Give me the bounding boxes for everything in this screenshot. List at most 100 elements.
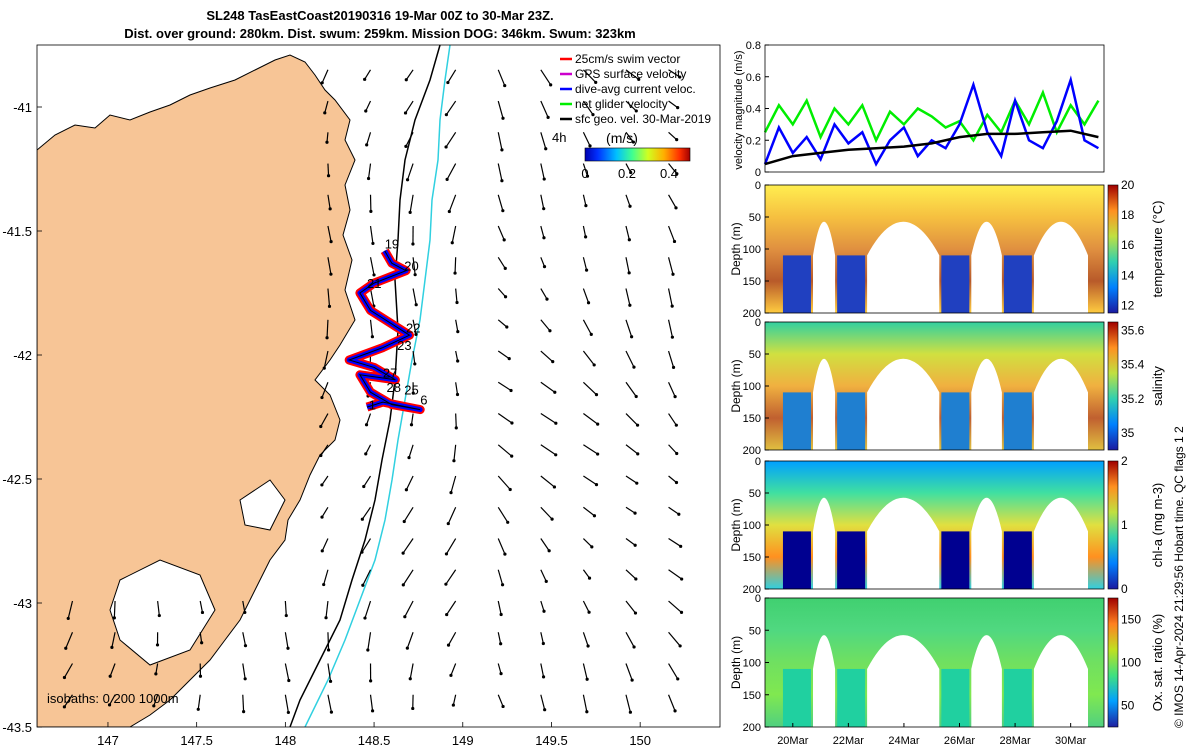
current-arrow xyxy=(497,632,502,644)
current-arrow-head xyxy=(501,116,505,120)
current-arrow xyxy=(323,350,329,369)
current-arrow-head xyxy=(635,423,640,427)
current-arrow xyxy=(668,413,677,426)
current-arrow xyxy=(625,444,639,455)
current-arrow xyxy=(320,444,329,456)
deep-dive-column xyxy=(837,392,866,450)
current-arrow xyxy=(364,600,372,619)
map-y-tick-label: -41 xyxy=(13,100,32,115)
current-arrow xyxy=(497,663,502,674)
deep-dive-column xyxy=(782,531,811,589)
current-arrow xyxy=(326,132,329,143)
current-arrow-head xyxy=(542,236,546,240)
current-arrow-head xyxy=(627,271,631,275)
current-arrow xyxy=(540,194,545,209)
current-arrow-head xyxy=(66,616,70,621)
current-arrow xyxy=(667,225,676,242)
current-arrow xyxy=(197,694,201,710)
current-arrow xyxy=(409,194,414,213)
colorbar-tick-label: 18 xyxy=(1121,208,1135,222)
current-arrow xyxy=(668,663,679,680)
no-data-region xyxy=(971,221,1002,313)
current-arrow-head xyxy=(408,677,412,681)
current-arrow-head xyxy=(450,241,454,245)
current-arrow xyxy=(540,257,546,267)
map-y-tick-label: -41.5 xyxy=(2,224,32,239)
current-arrow xyxy=(455,382,459,395)
current-arrow-head xyxy=(544,147,548,151)
current-arrow-head xyxy=(451,703,455,707)
current-arrow-head xyxy=(541,675,546,679)
current-arrow-head xyxy=(411,706,415,711)
map-y-tick-label: -43 xyxy=(13,596,32,611)
current-arrow xyxy=(405,475,414,491)
current-arrow xyxy=(453,444,457,461)
map-y-tick-label: -42.5 xyxy=(2,472,32,487)
current-arrow-head xyxy=(590,545,594,549)
current-arrow-head xyxy=(446,643,451,647)
current-arrow-head xyxy=(243,644,248,648)
current-arrow-head xyxy=(322,582,326,587)
current-arrow-head xyxy=(411,391,415,395)
no-data-region xyxy=(1033,497,1088,589)
colorbar-tick-label: 0.2 xyxy=(618,166,636,181)
current-arrow xyxy=(497,475,511,490)
colorbar-label: Ox. sat. ratio (%) xyxy=(1150,614,1165,712)
day-label: 19 xyxy=(385,236,399,251)
current-arrow xyxy=(321,538,329,552)
current-arrow-head xyxy=(501,209,505,213)
current-arrow xyxy=(199,600,204,613)
current-arrow xyxy=(321,475,329,486)
current-arrow xyxy=(404,600,414,617)
depth-tick-label: 150 xyxy=(743,552,761,564)
current-arrow xyxy=(327,694,333,713)
current-arrow-head xyxy=(286,646,290,650)
current-arrow-head xyxy=(591,113,595,117)
current-arrow xyxy=(369,319,373,337)
map-x-tick-label: 149 xyxy=(452,733,474,748)
colorbar-tick-label: 35.6 xyxy=(1121,324,1145,338)
date-tick-label: 28Mar xyxy=(999,735,1031,747)
current-arrow xyxy=(455,288,458,303)
current-arrow-head xyxy=(154,672,158,676)
current-arrow xyxy=(625,413,638,426)
current-arrow-head xyxy=(509,388,513,393)
current-arrow-head xyxy=(672,239,677,244)
depth-tick-label: 50 xyxy=(749,488,761,500)
day-label: 28 xyxy=(386,380,400,395)
depth-ylabel: Depth (m) xyxy=(729,359,743,412)
current-arrow xyxy=(447,507,457,524)
current-arrow xyxy=(625,538,636,546)
colorbar-label: temperature (°C) xyxy=(1150,201,1165,298)
current-arrow-head xyxy=(676,677,680,681)
map-y-tick-label: -42 xyxy=(13,348,32,363)
current-arrow-head xyxy=(243,677,247,681)
deep-dive-column xyxy=(837,255,866,313)
current-arrow-head xyxy=(584,235,588,239)
current-arrow xyxy=(540,69,552,86)
current-arrow xyxy=(540,600,545,612)
inlet-water xyxy=(109,559,216,666)
current-arrow-head xyxy=(679,544,683,548)
current-arrow xyxy=(412,319,417,335)
colorbar-tick-label: 14 xyxy=(1121,268,1135,282)
current-arrow-head xyxy=(543,708,547,712)
current-arrow xyxy=(625,257,630,273)
current-arrow xyxy=(582,381,597,396)
current-arrow-head xyxy=(633,543,637,547)
current-arrow-head xyxy=(286,710,290,715)
day-label: 21 xyxy=(367,276,381,291)
current-arrow-head xyxy=(503,295,508,299)
current-arrow xyxy=(284,600,287,616)
current-arrow xyxy=(583,475,597,486)
deep-dive-column xyxy=(941,255,970,313)
current-arrow-head xyxy=(632,645,636,649)
current-arrow xyxy=(668,100,679,109)
current-arrow xyxy=(582,163,589,177)
current-arrow-head xyxy=(64,646,68,650)
current-arrow-head xyxy=(107,703,112,707)
current-arrow xyxy=(403,506,414,522)
current-arrow xyxy=(583,506,595,517)
current-arrow xyxy=(668,631,681,647)
current-arrow xyxy=(540,132,547,149)
